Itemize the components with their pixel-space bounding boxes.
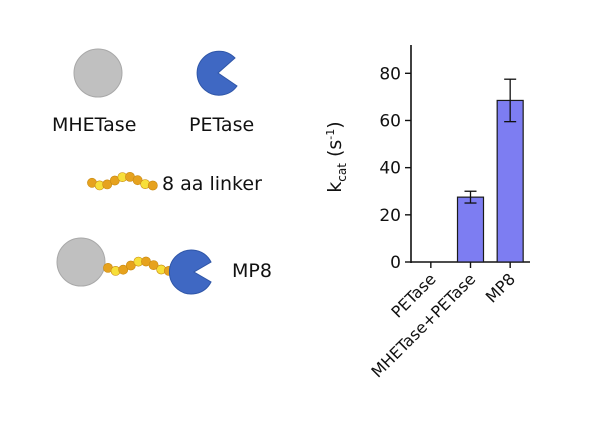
mp8-petase-pacman-icon [168, 249, 212, 295]
linker-label: 8 aa linker [162, 173, 262, 195]
mhetase-label: MHETase [52, 114, 136, 136]
mhetase-circle-icon [73, 48, 123, 98]
mp8-mhetase-circle-icon [56, 237, 106, 287]
y-axis-label: kcat (s-1) [324, 121, 349, 192]
y-tick-label: 40 [379, 159, 401, 179]
bar [456, 196, 485, 263]
linker-bead [102, 179, 113, 190]
linker-bead [118, 264, 129, 275]
y-tick-label: 0 [390, 253, 401, 273]
linker-bead [132, 175, 143, 186]
y-tick-label: 20 [379, 206, 401, 226]
petase-label: PETase [189, 114, 254, 136]
linker-bead [125, 260, 136, 271]
petase-pacman-icon [196, 50, 238, 96]
linker-bead [147, 180, 158, 191]
linker-chain-icon [87, 171, 158, 191]
y-tick-label: 80 [379, 64, 401, 84]
x-tick-label: MP8 [482, 269, 519, 306]
mp8-label: MP8 [232, 260, 272, 282]
linker-bead [148, 260, 159, 270]
y-tick-label: 60 [379, 111, 401, 131]
bar [496, 99, 524, 263]
